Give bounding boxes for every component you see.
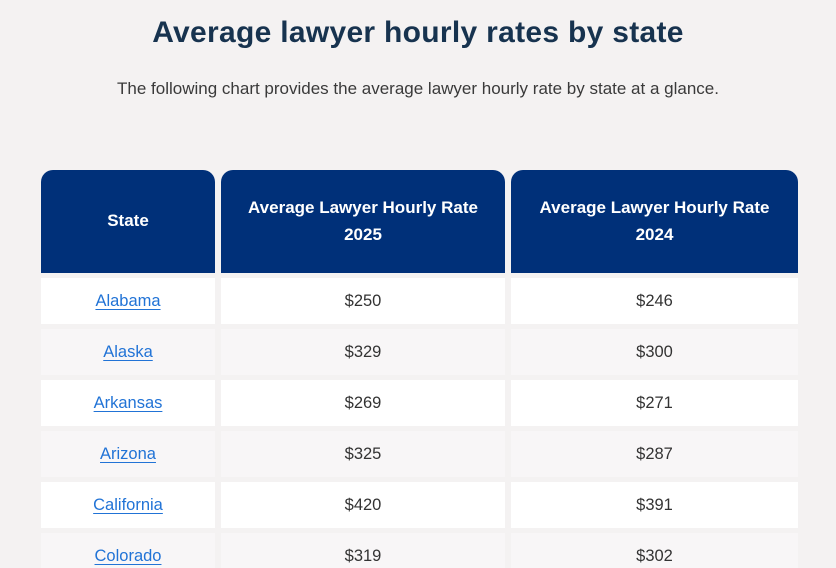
state-cell: California [41,482,215,528]
rate-2024-cell: $246 [511,278,798,324]
state-link-alabama[interactable]: Alabama [95,291,161,310]
lawyer-rates-table: State Average Lawyer Hourly Rate 2025 Av… [41,170,798,568]
rate-2025-cell: $269 [221,380,505,426]
column-header-rate-2025: Average Lawyer Hourly Rate 2025 [221,170,505,273]
state-cell: Alaska [41,329,215,375]
state-cell: Arizona [41,431,215,477]
rate-2025-cell: $250 [221,278,505,324]
page-title: Average lawyer hourly rates by state [152,16,684,49]
rate-2024-cell: $391 [511,482,798,528]
state-link-arkansas[interactable]: Arkansas [93,393,163,412]
state-link-alaska[interactable]: Alaska [103,342,153,361]
state-cell: Colorado [41,533,215,568]
page-subtitle: The following chart provides the average… [117,79,719,98]
rate-2024-cell: $302 [511,533,798,568]
column-header-rate-2024: Average Lawyer Hourly Rate 2024 [511,170,798,273]
rate-2025-cell: $319 [221,533,505,568]
state-link-colorado[interactable]: Colorado [94,546,162,565]
rate-2025-cell: $325 [221,431,505,477]
rate-2024-cell: $271 [511,380,798,426]
rate-2024-cell: $300 [511,329,798,375]
state-link-arizona[interactable]: Arizona [100,444,156,463]
state-link-california[interactable]: California [93,495,163,514]
rate-2024-cell: $287 [511,431,798,477]
column-header-state: State [41,170,215,273]
rate-2025-cell: $329 [221,329,505,375]
rate-2025-cell: $420 [221,482,505,528]
state-cell: Alabama [41,278,215,324]
state-cell: Arkansas [41,380,215,426]
